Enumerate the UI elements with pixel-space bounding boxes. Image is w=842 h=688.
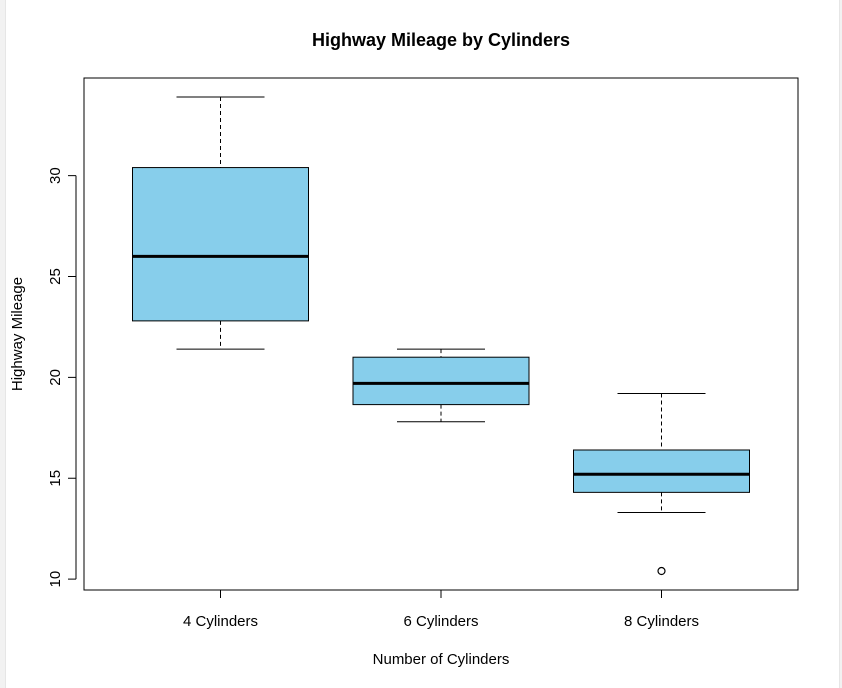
box-2	[352, 348, 530, 423]
iqr-box	[132, 167, 309, 322]
chart-title: Highway Mileage by Cylinders	[312, 30, 570, 50]
y-tick-label: 30	[47, 167, 64, 184]
y-tick-label: 15	[47, 470, 64, 487]
y-axis: 10 15 20 25 30	[47, 167, 77, 588]
y-tick-label: 25	[47, 268, 64, 285]
y-tick-label: 10	[47, 571, 64, 588]
x-tick-label: 4 Cylinders	[183, 613, 258, 630]
x-tick-label: 6 Cylinders	[403, 613, 478, 630]
box-3	[573, 393, 750, 576]
box-1	[132, 96, 309, 350]
x-axis: 4 Cylinders 6 Cylinders 8 Cylinders	[183, 589, 699, 630]
x-axis-label: Number of Cylinders	[373, 651, 510, 668]
y-tick-label: 20	[47, 369, 64, 386]
iqr-box	[352, 356, 530, 406]
x-tick-label: 8 Cylinders	[624, 613, 699, 630]
outlier-point	[657, 566, 666, 576]
plot-area	[83, 77, 799, 591]
y-axis-label: Highway Mileage	[9, 277, 26, 391]
boxes	[132, 96, 750, 576]
iqr-box	[573, 449, 750, 493]
plot-window	[5, 0, 840, 688]
